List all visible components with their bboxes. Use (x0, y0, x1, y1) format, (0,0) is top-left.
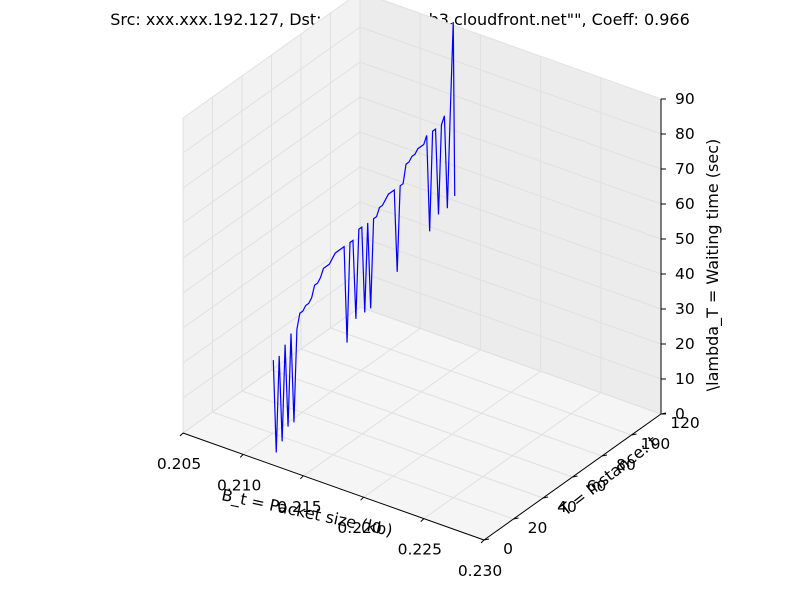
y-tick-label: 120 (670, 414, 700, 432)
z-tick-label: 30 (675, 300, 695, 318)
series-line (272, 21, 456, 453)
x-tick-label: 0.210 (217, 476, 261, 494)
y-tick-label: 80 (616, 456, 636, 474)
z-gridline (182, 236, 662, 364)
z-gridline (182, 61, 662, 189)
x-tick-mark (300, 475, 304, 480)
x-tick-mark (179, 432, 184, 437)
y-tick-mark (483, 538, 490, 541)
z-tick-label: 60 (675, 195, 695, 213)
z-axis-label: \lambda_T = Waiting time (sec) (703, 139, 723, 392)
z-gridline (182, 26, 662, 154)
z-gridline (182, 0, 662, 119)
z-tick-label: 90 (675, 90, 695, 108)
y-tick-label: 60 (587, 477, 607, 495)
x-tick-label: 0.205 (157, 455, 201, 473)
y-tick-mark (542, 496, 549, 499)
y-tick-mark (572, 475, 578, 478)
z-gridline (182, 131, 662, 259)
y-tick-label: 20 (528, 519, 548, 537)
tick-labels: 0.2050.2100.2150.2200.2250.2300204060801… (157, 90, 700, 580)
x-tick-mark (480, 539, 485, 544)
z-gridline (182, 271, 662, 399)
z-tick-label: 70 (675, 160, 695, 178)
z-gridline (182, 306, 662, 434)
y-tick-mark (513, 517, 519, 520)
back-wall-pane (360, 0, 661, 414)
z-tick-label: 20 (675, 335, 695, 353)
z-gridline (182, 166, 662, 294)
x-tick-mark (239, 454, 244, 458)
y-tick-mark (601, 454, 608, 457)
z-tick-label: 80 (675, 125, 695, 143)
z-gridline (182, 201, 662, 329)
y-tick-mark (631, 433, 637, 436)
x-tick-mark (360, 496, 364, 501)
x-tick-label: 0.225 (398, 541, 442, 559)
data-series (272, 21, 456, 453)
x-tick-mark (420, 518, 425, 522)
x-tick-label: 0.230 (458, 562, 502, 580)
x-tick-label: 0.215 (277, 498, 321, 516)
z-tick-label: 50 (675, 230, 695, 248)
z-tick-label: 10 (675, 370, 695, 388)
y-tick-label: 100 (641, 435, 671, 453)
z-tick-label: 40 (675, 265, 695, 283)
y-tick-label: 40 (557, 498, 577, 516)
z-gridline (182, 96, 662, 224)
y-tick-label: 0 (503, 540, 513, 558)
x-tick-label: 0.220 (337, 519, 381, 537)
z-tick-label: 0 (675, 405, 685, 423)
x-axis-line (182, 432, 485, 541)
